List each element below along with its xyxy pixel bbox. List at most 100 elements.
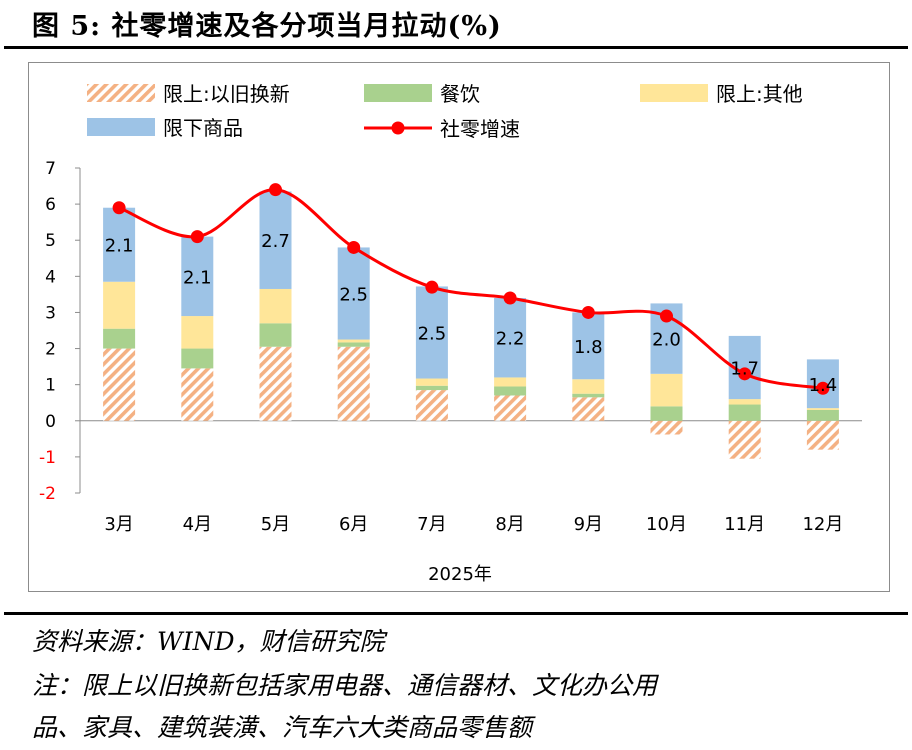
data-label: 2.1: [183, 267, 212, 288]
bar-segment: [572, 312, 605, 380]
bar-segment: [415, 390, 448, 421]
bar-segment: [494, 377, 527, 387]
growth-point: [738, 367, 752, 381]
y-tick-label: 6: [45, 195, 56, 215]
x-tick-label: 4月: [183, 514, 212, 535]
y-tick-label: -2: [39, 484, 56, 504]
x-tick-label: 6月: [339, 514, 368, 535]
bar-segment: [806, 408, 839, 410]
y-tick-label: 0: [45, 412, 56, 432]
y-tick-label: 5: [45, 231, 56, 251]
growth-line-path: [118, 188, 824, 390]
bar-segment: [337, 342, 370, 347]
x-tick-label: 11月: [724, 514, 765, 535]
bar-segment: [415, 286, 448, 379]
bar-segment: [337, 247, 370, 340]
growth-point: [269, 183, 282, 197]
data-label: 2.7: [261, 231, 290, 252]
bar-segment: [806, 409, 839, 421]
data-label: 2.5: [418, 323, 447, 344]
y-tick-label: 2: [45, 340, 56, 360]
bar-segment: [650, 373, 683, 407]
x-axis: 3月 4月 5月 6月 7月 8月 9月 10月 11月 12月 2025年: [104, 514, 843, 585]
y-tick-label: 1: [45, 376, 56, 396]
x-tick-label: 5月: [261, 514, 290, 535]
bar-segment: [103, 207, 136, 282]
title-rule: [4, 46, 908, 49]
legend-swatch: [364, 84, 432, 102]
chart-frame: [28, 62, 890, 592]
bar-segment: [181, 368, 214, 421]
x-tick-label: 12月: [802, 514, 843, 535]
source-line: 资料来源：WIND，财信研究院: [32, 627, 385, 656]
bar-segment: [572, 379, 605, 394]
data-labels: 2.1 2.1 2.7 2.5 2.5 2.2 1.8 2.0 1.7 1.4: [105, 231, 837, 396]
footer-rule: [4, 612, 908, 615]
bar-segment: [728, 399, 761, 405]
figure-title: 图 5: 社零增速及各分项当月拉动(%): [32, 11, 502, 42]
bar-segment: [103, 328, 136, 349]
bar-segment: [650, 420, 683, 435]
legend-label: 限上:以旧换新: [163, 82, 290, 106]
bar-segment: [259, 288, 292, 324]
y-tick-label: 4: [45, 267, 56, 287]
growth-point: [425, 280, 439, 294]
growth-point: [816, 381, 830, 395]
bar-segment: [650, 406, 683, 421]
x-tick-label: 10月: [646, 514, 687, 535]
y-tick-label: -1: [39, 448, 56, 468]
growth-point: [112, 201, 126, 215]
bar-segment: [259, 346, 292, 421]
legend-swatch: [87, 118, 155, 136]
bar-segment: [103, 281, 136, 329]
data-label: 2.2: [496, 329, 525, 350]
legend-line-marker: [391, 121, 405, 135]
bar-segment: [806, 420, 839, 450]
growth-line: [112, 183, 830, 395]
legend-label: 限下商品: [163, 116, 243, 140]
bar-segment: [259, 191, 292, 289]
growth-point: [190, 230, 204, 244]
note-line-2: 品、家具、建筑装潢、汽车六大类商品零售额: [32, 713, 533, 742]
bar-segment: [494, 395, 527, 421]
bar-segment: [415, 378, 448, 386]
bar-segment: [572, 393, 605, 398]
data-label: 2.0: [652, 330, 681, 351]
legend-swatch: [87, 84, 155, 102]
bar-segment: [337, 339, 370, 343]
legend-label: 限上:其他: [716, 82, 803, 106]
bar-segment: [337, 346, 370, 421]
legend-label: 社零增速: [440, 117, 520, 141]
growth-point: [503, 291, 517, 305]
bar-segment: [728, 404, 761, 421]
growth-point: [660, 309, 673, 323]
bar-segment: [103, 348, 136, 421]
x-tick-label: 8月: [495, 514, 524, 535]
legend-label: 餐饮: [440, 82, 480, 106]
bar-segment: [494, 386, 527, 396]
growth-point: [581, 305, 595, 319]
bar-segment: [572, 397, 605, 421]
growth-point: [347, 240, 361, 254]
bar-segment: [181, 348, 214, 369]
x-tick-label: 9月: [574, 514, 603, 535]
y-tick-label: 3: [45, 303, 56, 323]
data-label: 1.7: [730, 359, 759, 380]
bar-segment: [181, 236, 214, 317]
x-axis-title: 2025年: [428, 564, 492, 585]
bar-segment: [415, 385, 448, 391]
bars: [103, 191, 839, 459]
data-label: 1.4: [809, 375, 838, 396]
bar-segment: [728, 420, 761, 459]
bar-segment: [181, 316, 214, 349]
data-label: 2.5: [339, 284, 368, 305]
bar-segment: [259, 323, 292, 347]
note-line-1: 注：限上以旧换新包括家用电器、通信器材、文化办公用: [32, 671, 658, 700]
x-tick-label: 7月: [417, 514, 446, 535]
data-label: 2.1: [105, 236, 134, 257]
legend-swatch: [640, 84, 708, 102]
y-tick-label: 7: [45, 159, 56, 179]
bar-segment: [494, 298, 527, 378]
